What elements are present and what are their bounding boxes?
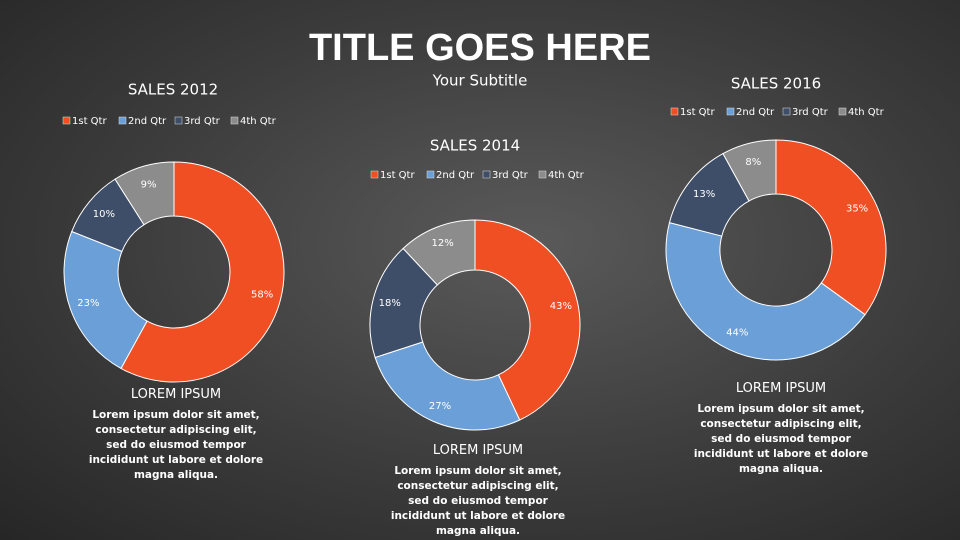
legend-label: 4th Qtr (548, 170, 585, 181)
chart-title: SALES 2016 (731, 75, 821, 93)
legend-swatch (838, 107, 847, 116)
legend-swatch (62, 116, 71, 125)
donut-segment (374, 341, 521, 431)
block-heading: LOREM IPSUM (130, 387, 222, 402)
legend-swatch (782, 107, 791, 116)
legend-label: 1st Qtr (72, 116, 107, 127)
legend-label: 3rd Qtr (184, 116, 221, 127)
donut-segment (120, 161, 285, 383)
data-label: 43% (550, 301, 572, 312)
block-body: Lorem ipsum dolor sit amet, consectetur … (693, 403, 869, 475)
text-block: LOREM IPSUM Lorem ipsum dolor sit amet, … (86, 387, 266, 483)
legend-swatch (670, 107, 679, 116)
donut-segment (474, 219, 581, 421)
donut-segment (63, 230, 148, 370)
data-label: 23% (77, 298, 99, 309)
legend-label: 4th Qtr (848, 107, 885, 118)
legend-swatch (174, 116, 183, 125)
data-label: 44% (726, 327, 748, 338)
data-label: 58% (251, 290, 273, 301)
data-label: 18% (379, 298, 401, 309)
data-label: 35% (846, 204, 868, 215)
legend-label: 2nd Qtr (736, 107, 775, 118)
data-label: 12% (431, 238, 453, 249)
donut-segment (775, 139, 887, 316)
chart-title: SALES 2012 (128, 81, 218, 99)
legend-label: 4th Qtr (240, 116, 277, 127)
block-body: Lorem ipsum dolor sit amet, consectetur … (390, 465, 566, 537)
legend-swatch (118, 116, 127, 125)
donut-segment (722, 139, 777, 202)
block-heading: LOREM IPSUM (432, 443, 524, 458)
text-block: LOREM IPSUM Lorem ipsum dolor sit amet, … (691, 381, 871, 477)
donut-segment (402, 219, 476, 286)
block-body: Lorem ipsum dolor sit amet, consectetur … (88, 409, 264, 481)
chart-title: SALES 2014 (430, 137, 520, 155)
data-label: 8% (745, 157, 761, 168)
legend-swatch (230, 116, 239, 125)
legend-swatch (482, 170, 491, 179)
legend-label: 1st Qtr (380, 170, 415, 181)
donut-segment (665, 222, 866, 361)
legend-label: 3rd Qtr (792, 107, 829, 118)
legend-label: 2nd Qtr (436, 170, 475, 181)
legend-label: 2nd Qtr (128, 116, 167, 127)
data-label: 27% (429, 401, 451, 412)
slide-title: TITLE GOES HERE (309, 27, 651, 69)
text-block: LOREM IPSUM Lorem ipsum dolor sit amet, … (388, 443, 568, 539)
legend-label: 3rd Qtr (492, 170, 529, 181)
legend-swatch (426, 170, 435, 179)
legend-swatch (538, 170, 547, 179)
donut-segment (114, 161, 175, 226)
legend-label: 1st Qtr (680, 107, 715, 118)
data-label: 9% (141, 180, 157, 191)
block-heading: LOREM IPSUM (735, 381, 827, 396)
slide-subtitle: Your Subtitle (432, 72, 528, 90)
legend-swatch (726, 107, 735, 116)
data-label: 10% (93, 209, 115, 220)
data-label: 13% (693, 189, 715, 200)
legend-swatch (370, 170, 379, 179)
